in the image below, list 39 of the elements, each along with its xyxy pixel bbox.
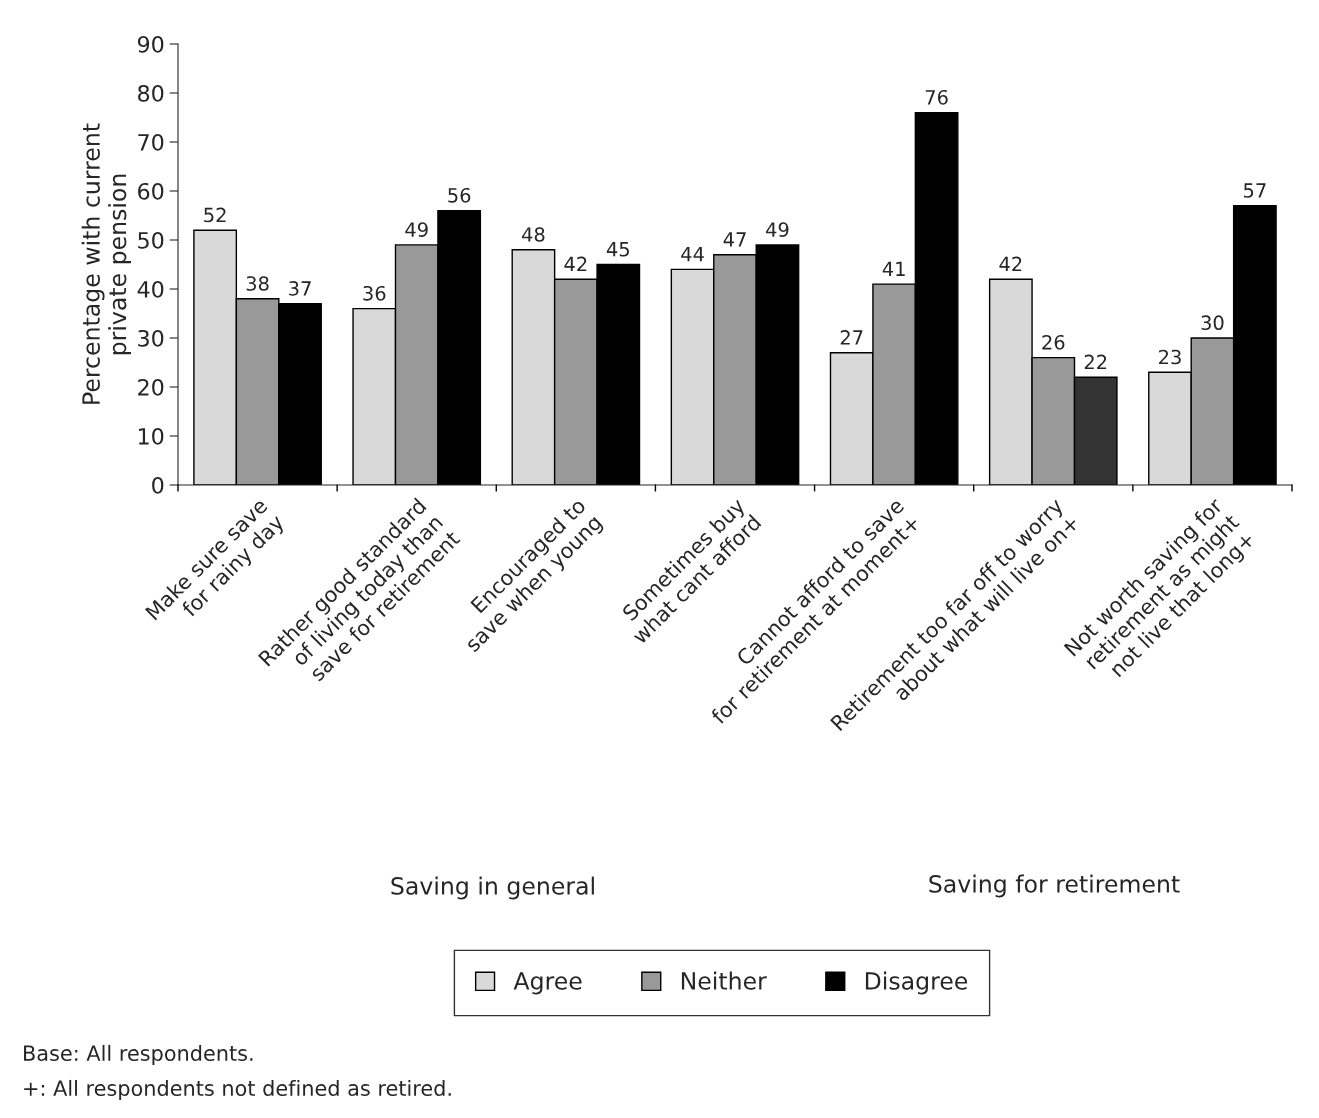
- data-label: 41: [882, 261, 905, 276]
- text: Base: All respondents.: [24, 1044, 253, 1066]
- data-label: 42: [564, 256, 587, 271]
- y-tick-label: 10: [138, 427, 164, 445]
- legend-label: Agree: [513, 972, 582, 995]
- y-tick-label: 20: [138, 378, 164, 396]
- data-label: 56: [448, 187, 471, 203]
- data-label: 42: [999, 256, 1022, 271]
- data-label: 30: [1201, 315, 1224, 331]
- y-tick-label: 40: [137, 280, 164, 298]
- data-label: 48: [522, 227, 545, 242]
- legend-label: Disagree: [865, 971, 968, 995]
- text: +: All respondents not defined as retired.: [24, 1079, 451, 1101]
- data-label: 26: [1042, 334, 1065, 350]
- data-label: 49: [405, 222, 428, 237]
- data-label: 38: [246, 276, 269, 291]
- data-label: 22: [1084, 354, 1107, 369]
- y-axis-title: Percentage with current private pension: [81, 123, 131, 404]
- data-label: 23: [1159, 349, 1181, 365]
- y-tick-label: 30: [138, 329, 164, 347]
- data-label: 52: [204, 207, 226, 223]
- y-tick-label: 0: [152, 476, 164, 494]
- y-tick-label: 60: [138, 182, 164, 200]
- data-label: 47: [723, 232, 746, 247]
- text: Saving for retirement: [929, 874, 1180, 898]
- data-label: 76: [925, 89, 948, 105]
- data-label: 37: [289, 281, 311, 296]
- data-label: 44: [681, 247, 704, 262]
- y-tick-label: 80: [138, 84, 164, 102]
- y-tick-label: 50: [138, 231, 164, 249]
- y-tick-label: 90: [137, 35, 164, 53]
- data-label: 57: [1244, 183, 1266, 198]
- text: Saving in general: [391, 876, 594, 900]
- y-tick-label: 70: [138, 133, 164, 151]
- legend-label: Neither: [681, 971, 767, 990]
- data-label: 45: [606, 242, 629, 257]
- data-label: 27: [840, 330, 863, 345]
- data-label: 49: [766, 222, 789, 237]
- data-label: 36: [363, 285, 386, 301]
